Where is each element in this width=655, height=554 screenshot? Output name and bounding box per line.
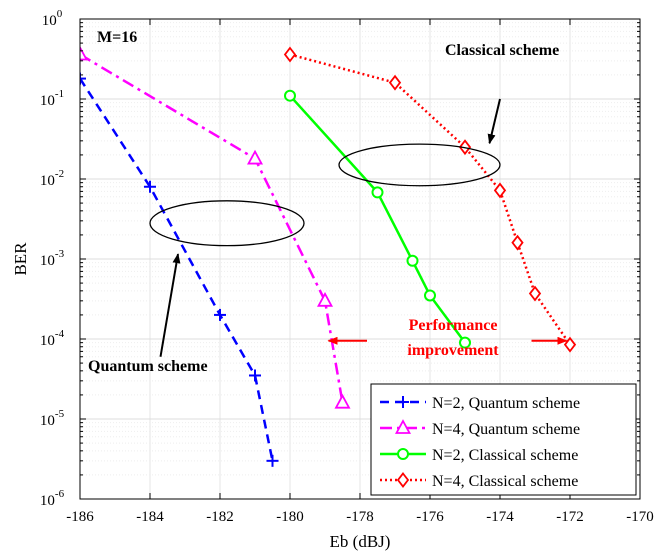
- series-1: [80, 72, 279, 467]
- x-tick-label: -176: [416, 509, 444, 525]
- series-group: [80, 45, 577, 467]
- data-point: [334, 393, 351, 409]
- y-axis-label: BER: [11, 242, 30, 276]
- y-tick-label: 10-4: [40, 328, 65, 349]
- series-3: [284, 89, 471, 349]
- series-2: [80, 45, 351, 409]
- y-tick-label: 10-2: [40, 168, 64, 189]
- y-tick-label: 100: [42, 8, 63, 29]
- y-tick-label: 10-1: [40, 88, 64, 109]
- annotations: [149, 98, 568, 357]
- data-point: [459, 336, 471, 349]
- legend-item: N=2, Classical scheme: [380, 447, 578, 464]
- y-tick-label: 10-5: [40, 408, 65, 429]
- quantum-arrow: [159, 253, 181, 357]
- legend-label: N=2, Classical scheme: [432, 447, 578, 464]
- performance-label-line1: Performance: [409, 317, 498, 334]
- legend-swatch-marker: [394, 419, 412, 434]
- quantum-ellipse: [149, 200, 305, 247]
- data-point: [511, 234, 524, 251]
- x-axis-label: Eb (dBJ): [330, 532, 391, 551]
- data-point: [80, 72, 86, 85]
- x-tick-label: -180: [276, 509, 304, 525]
- x-tick-label: -178: [346, 509, 374, 525]
- legend: N=2, Quantum scheme N=4, Quantum scheme N=…: [370, 383, 637, 496]
- data-point: [214, 308, 226, 321]
- y-tick-label: 10-3: [40, 248, 65, 269]
- legend-item: N=4, Classical scheme: [380, 472, 578, 490]
- legend-swatch-marker: [396, 472, 410, 488]
- x-tick-label: -174: [486, 509, 514, 525]
- data-point: [249, 369, 261, 382]
- m-label: M=16: [97, 29, 137, 46]
- series-4: [283, 46, 577, 353]
- y-tick-label: 10-6: [40, 488, 65, 509]
- data-point: [284, 89, 296, 102]
- data-point: [266, 454, 279, 467]
- axis-ticks: -186 -184 -182 -180 -178 -176 -174 -172 -170 10-6…: [40, 8, 654, 525]
- performance-label-line2: improvement: [407, 342, 499, 359]
- x-tick-label: -182: [206, 509, 234, 525]
- legend-label: N=4, Classical scheme: [432, 473, 578, 490]
- data-point: [371, 186, 384, 199]
- legend-label: N=4, Quantum scheme: [432, 421, 580, 438]
- series-line: [80, 53, 344, 403]
- data-point: [493, 182, 507, 199]
- data-point: [528, 285, 542, 302]
- classical-ellipse: [338, 143, 501, 187]
- legend-item: N=2, Quantum scheme: [380, 395, 580, 412]
- classical-arrow: [487, 98, 501, 145]
- data-point: [246, 149, 264, 165]
- legend-item: N=4, Quantum scheme: [380, 419, 580, 438]
- data-point: [424, 289, 436, 302]
- classical-scheme-label: Classical scheme: [445, 42, 559, 59]
- x-tick-label: -184: [136, 509, 164, 525]
- x-tick-label: -170: [626, 509, 654, 525]
- legend-swatch-marker: [397, 448, 409, 460]
- legend-swatch-marker: [397, 396, 409, 408]
- data-point: [283, 46, 297, 63]
- x-tick-label: -172: [556, 509, 584, 525]
- data-point: [406, 254, 419, 267]
- legend-label: N=2, Quantum scheme: [432, 395, 580, 412]
- data-point: [316, 291, 334, 307]
- data-point: [144, 180, 156, 193]
- x-tick-label: -186: [66, 509, 94, 525]
- quantum-scheme-label: Quantum scheme: [88, 358, 208, 375]
- data-point: [388, 74, 402, 91]
